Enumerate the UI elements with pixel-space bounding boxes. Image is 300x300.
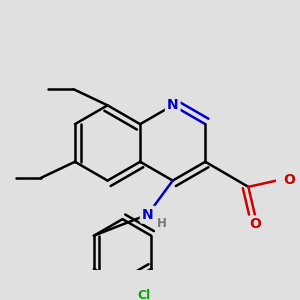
Text: H: H (157, 217, 167, 230)
Text: N: N (142, 208, 153, 222)
Text: O: O (284, 173, 296, 187)
Text: Cl: Cl (137, 289, 151, 300)
Text: N: N (167, 98, 178, 112)
Text: O: O (250, 218, 261, 232)
